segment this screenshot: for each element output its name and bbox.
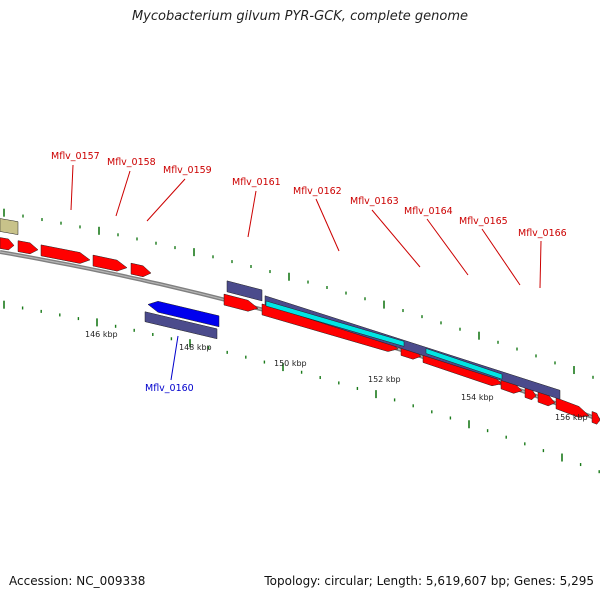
gene-label-leader <box>146 178 186 222</box>
gene-label-leader <box>70 164 74 211</box>
forward-cds <box>223 293 259 312</box>
gene-label-leader <box>371 209 421 268</box>
gene-label-leader <box>426 218 469 276</box>
gene-label: Mflv_0159 <box>163 165 212 176</box>
other-feature <box>0 218 19 235</box>
gene-label-leader <box>170 335 179 381</box>
forward-cds <box>17 240 39 255</box>
forward-cds <box>555 397 590 418</box>
forward-cds <box>92 254 128 272</box>
rna-bar <box>265 300 405 347</box>
reverse-cds <box>147 301 220 328</box>
gene-bar <box>144 311 218 340</box>
gene-labels: Mflv_0157 Mflv_0158 Mflv_0159 Mflv_0161 Mflv… <box>51 151 567 394</box>
gene-label: Mflv_0166 <box>518 228 567 239</box>
gene-label: Mflv_0161 <box>232 177 281 188</box>
accession-text: Accession: NC_009338 <box>9 574 146 588</box>
gene-bar <box>226 280 263 302</box>
gene-label: Mflv_0163 <box>350 196 399 207</box>
forward-cds <box>261 303 399 352</box>
gene-label: Mflv_0160 <box>145 383 194 394</box>
tick-marks <box>3 208 600 474</box>
label-leaders <box>70 164 542 381</box>
feature-track <box>0 218 600 425</box>
scale-label: 152 kbp <box>368 375 401 384</box>
scale-label: 150 kbp <box>274 359 307 368</box>
gene-label-leader <box>247 190 257 238</box>
scale-label: 154 kbp <box>461 393 494 402</box>
scale-label: 156 kbp <box>555 413 588 422</box>
forward-cds <box>130 262 152 278</box>
rna-bar <box>425 348 503 380</box>
forward-cds <box>40 244 91 264</box>
gene-label-leader <box>539 240 542 289</box>
map-title: Mycobacterium gilvum PYR-GCK, complete g… <box>131 9 469 24</box>
forward-cds <box>591 411 600 425</box>
scale-label: 148 kbp <box>179 343 212 352</box>
gene-label-leader <box>315 198 340 252</box>
scale-labels: 146 kbp 148 kbp 150 kbp 152 kbp 154 kbp 156 k… <box>85 330 588 422</box>
scale-label: 146 kbp <box>85 330 118 339</box>
gene-label: Mflv_0165 <box>459 216 508 227</box>
gene-label: Mflv_0164 <box>404 206 453 217</box>
gene-bar <box>264 295 561 400</box>
gene-label-leader <box>481 228 521 286</box>
gene-label: Mflv_0158 <box>107 157 156 168</box>
forward-cds <box>0 237 15 251</box>
gene-label: Mflv_0157 <box>51 151 100 162</box>
gene-label: Mflv_0162 <box>293 186 342 197</box>
gene-label-leader <box>115 170 131 217</box>
topology-text: Topology: circular; Length: 5,619,607 bp… <box>264 574 594 588</box>
